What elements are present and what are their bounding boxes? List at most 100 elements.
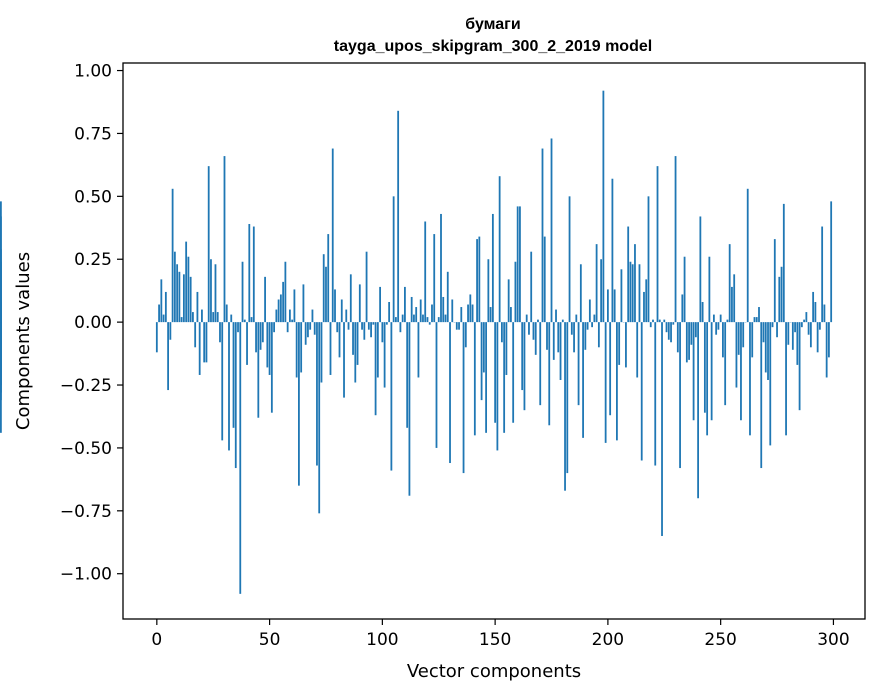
bar xyxy=(505,322,508,375)
bar xyxy=(338,322,341,358)
bar xyxy=(764,322,767,373)
y-tick-label: 0.00 xyxy=(74,313,112,333)
bar xyxy=(710,322,713,421)
bar xyxy=(381,322,384,343)
bar xyxy=(228,322,230,451)
bar xyxy=(446,271,449,323)
bar xyxy=(442,296,445,323)
bar xyxy=(282,281,285,323)
bar xyxy=(649,322,652,328)
bar xyxy=(541,148,544,323)
bar xyxy=(816,322,819,353)
bar xyxy=(559,322,562,380)
bar xyxy=(690,322,693,345)
bar xyxy=(564,322,566,491)
bar xyxy=(613,289,616,323)
bar xyxy=(480,322,483,401)
bar xyxy=(694,322,697,338)
bar xyxy=(584,322,587,350)
x-tick-label: 200 xyxy=(592,630,624,650)
bar xyxy=(692,322,695,421)
bar xyxy=(760,322,763,469)
bar xyxy=(582,322,584,438)
bar xyxy=(417,322,420,378)
bar xyxy=(473,322,476,436)
bar xyxy=(397,110,400,323)
bar xyxy=(818,322,821,330)
bar xyxy=(679,322,681,469)
bar xyxy=(320,322,323,383)
bar xyxy=(178,271,181,323)
bar xyxy=(706,322,709,436)
bar xyxy=(309,322,312,330)
bar xyxy=(424,221,427,323)
y-tick-label: −0.75 xyxy=(60,502,112,522)
bar xyxy=(390,322,393,471)
bar xyxy=(528,322,530,335)
bar xyxy=(164,291,167,323)
bar xyxy=(223,156,226,323)
bar xyxy=(638,264,641,323)
bar xyxy=(611,178,614,323)
bar xyxy=(746,188,749,323)
bar xyxy=(676,322,679,353)
bar xyxy=(329,322,332,375)
bar xyxy=(604,322,607,443)
bar xyxy=(257,322,260,418)
bar xyxy=(248,224,251,323)
bar xyxy=(516,206,519,323)
bar xyxy=(268,322,271,375)
bar xyxy=(663,319,666,323)
bar xyxy=(758,307,760,323)
bar xyxy=(243,319,246,323)
bar xyxy=(629,261,632,323)
bar xyxy=(203,322,206,363)
plot-frame xyxy=(122,62,866,620)
bar xyxy=(674,156,677,323)
bar xyxy=(546,322,548,350)
bar xyxy=(169,322,172,340)
bar xyxy=(404,286,406,323)
bar xyxy=(575,314,578,323)
bar xyxy=(392,196,395,323)
bar xyxy=(749,322,751,436)
bar xyxy=(683,256,686,323)
bar xyxy=(264,276,266,323)
bar xyxy=(261,322,264,343)
bar xyxy=(703,322,706,413)
bar xyxy=(780,266,783,323)
bar xyxy=(476,239,478,323)
bar xyxy=(187,256,190,323)
bar xyxy=(210,259,212,323)
bar xyxy=(313,322,316,335)
bar xyxy=(550,138,553,323)
bar xyxy=(205,322,208,363)
bar xyxy=(602,90,605,323)
bar xyxy=(670,322,672,343)
bar xyxy=(298,322,300,486)
bar xyxy=(507,279,510,323)
bar xyxy=(825,322,828,378)
bar xyxy=(742,322,745,348)
bar xyxy=(782,203,785,323)
bar xyxy=(482,322,485,373)
bar xyxy=(408,322,411,496)
bar xyxy=(485,322,487,433)
bar xyxy=(724,322,727,406)
bar xyxy=(302,284,305,323)
bar xyxy=(609,322,612,416)
bar xyxy=(469,294,472,323)
bar xyxy=(325,266,327,323)
bar xyxy=(458,322,460,330)
bar xyxy=(356,322,359,365)
bar xyxy=(367,322,370,330)
bar xyxy=(625,322,627,368)
bar xyxy=(503,322,506,433)
bar xyxy=(259,322,262,350)
bar xyxy=(570,322,573,335)
bar xyxy=(455,322,458,330)
bar xyxy=(419,299,422,323)
bar xyxy=(361,322,363,330)
bar xyxy=(406,322,409,428)
bar xyxy=(665,322,668,333)
